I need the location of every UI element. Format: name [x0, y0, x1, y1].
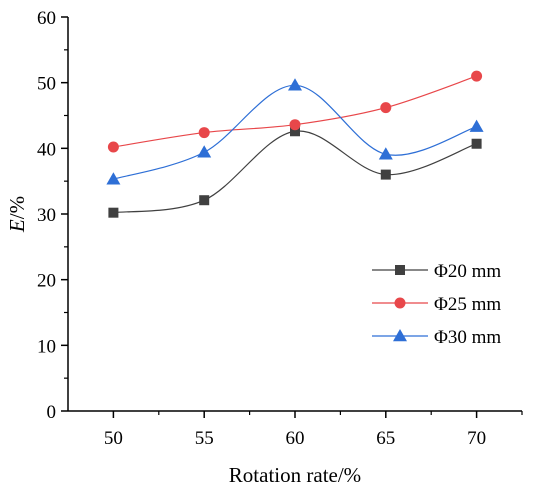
x-tick-label: 55	[195, 428, 214, 449]
y-tick-label: 40	[37, 139, 56, 160]
legend-marker-2	[394, 297, 406, 309]
x-tick-label: 50	[104, 428, 123, 449]
x-tick-label: 65	[376, 428, 395, 449]
data-point-series-3	[288, 78, 302, 91]
data-point-series-1	[380, 169, 391, 180]
series-markers	[106, 70, 484, 218]
axes	[67, 17, 522, 412]
y-tick-label: 30	[37, 205, 56, 226]
data-point-series-2	[289, 119, 301, 131]
data-point-series-2	[107, 141, 119, 153]
data-point-series-1	[471, 138, 482, 149]
legend-marker-3	[393, 329, 407, 342]
data-point-series-1	[108, 207, 119, 218]
data-point-series-1	[290, 126, 300, 137]
legend-label-1: Φ20 mm	[434, 261, 501, 282]
legend-marker-1	[395, 265, 405, 275]
data-point-series-2	[198, 127, 210, 139]
series-lines	[113, 75, 477, 214]
x-axis-title: Rotation rate/%	[229, 463, 361, 487]
x-tick-label: 70	[467, 428, 486, 449]
legend-label-2: Φ25 mm	[434, 294, 501, 315]
series-line-1	[113, 130, 477, 214]
data-point-series-2	[471, 70, 483, 82]
data-point-series-3	[197, 145, 212, 158]
y-axis-title-unit: /%	[5, 196, 29, 219]
y-tick-label: 60	[37, 8, 56, 29]
y-tick-label: 0	[47, 402, 57, 423]
y-axis-title-group: E/%	[5, 196, 29, 233]
y-axis-title: E/%	[5, 196, 29, 233]
x-ticks: 50 55 60 65 70	[104, 411, 523, 449]
data-point-series-3	[469, 119, 484, 132]
y-tick-label: 50	[37, 74, 56, 95]
x-tick-label: 60	[286, 428, 305, 449]
legend-label-3: Φ30 mm	[434, 327, 501, 348]
y-ticks: 0 10 20 30 40 50 60	[37, 8, 68, 423]
data-point-series-1	[199, 195, 210, 206]
y-tick-label: 20	[37, 271, 56, 292]
data-point-series-2	[380, 102, 392, 114]
legend: Φ20 mm Φ25 mm Φ30 mm	[372, 261, 501, 348]
data-point-series-3	[378, 147, 393, 160]
y-axis-title-symbol: E	[5, 219, 29, 233]
data-point-series-3	[106, 172, 121, 185]
y-tick-label: 10	[37, 336, 56, 357]
